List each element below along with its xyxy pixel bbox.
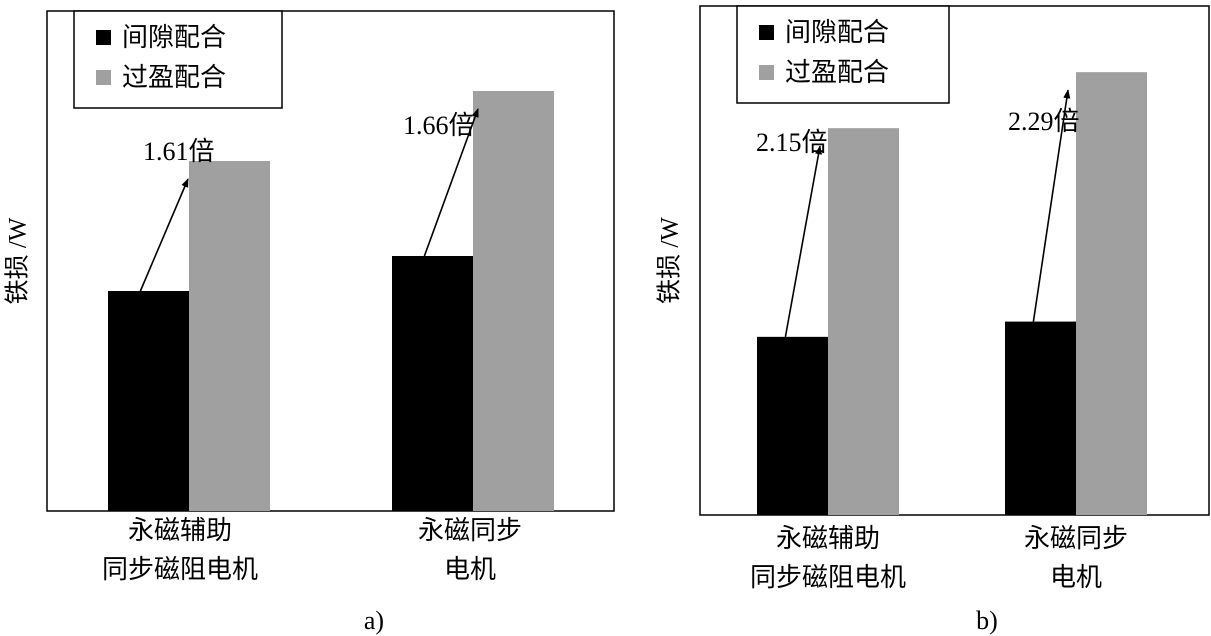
ratio-label-2: 2.29倍 <box>1008 107 1080 136</box>
panel-label: a) <box>364 606 384 635</box>
category-label-2-line-1: 永磁同步 <box>418 516 522 545</box>
legend-swatch-2 <box>759 65 774 80</box>
ratio-arrow-1 <box>784 145 823 337</box>
panel-label: b) <box>976 606 998 635</box>
category-label-1-line-2: 同步磁阻电机 <box>102 555 258 584</box>
ratio-label-1: 2.15倍 <box>756 128 828 157</box>
bar-clearance-1 <box>757 336 828 515</box>
category-label-2-line-2: 电机 <box>444 555 496 584</box>
legend-label-1: 间隙配合 <box>785 18 889 47</box>
category-label-2-line-1: 永磁同步 <box>1024 524 1128 553</box>
bar-clearance-2 <box>392 256 473 511</box>
y-axis-label: 铁损 /W <box>4 217 32 304</box>
legend-label-1: 间隙配合 <box>122 23 226 52</box>
bar-clearance-1 <box>108 291 189 511</box>
ratio-arrow-1 <box>139 178 189 292</box>
legend-label-2: 过盈配合 <box>122 63 226 92</box>
bar-interference-1 <box>189 161 270 511</box>
legend-box <box>73 10 283 109</box>
legend-swatch-2 <box>96 70 111 85</box>
ratio-arrow-2 <box>1032 89 1071 322</box>
category-label-1-line-1: 永磁辅助 <box>776 524 880 553</box>
y-axis-label: 铁损 /W <box>656 217 684 304</box>
category-label-2-line-2: 电机 <box>1050 563 1102 592</box>
category-label-1-line-1: 永磁辅助 <box>128 516 232 545</box>
legend-swatch-1 <box>759 25 774 40</box>
bar-clearance-2 <box>1005 321 1076 515</box>
legend-label-2: 过盈配合 <box>785 58 889 87</box>
bar-interference-2 <box>473 91 554 511</box>
legend-swatch-1 <box>96 30 111 45</box>
category-label-1-line-2: 同步磁阻电机 <box>750 563 906 592</box>
ratio-label-2: 1.66倍 <box>403 111 475 140</box>
legend-box <box>736 5 950 104</box>
bar-interference-1 <box>828 128 899 515</box>
ratio-arrow-2 <box>423 108 479 257</box>
bar-interference-2 <box>1076 72 1147 516</box>
ratio-label-1: 1.61倍 <box>143 137 215 166</box>
